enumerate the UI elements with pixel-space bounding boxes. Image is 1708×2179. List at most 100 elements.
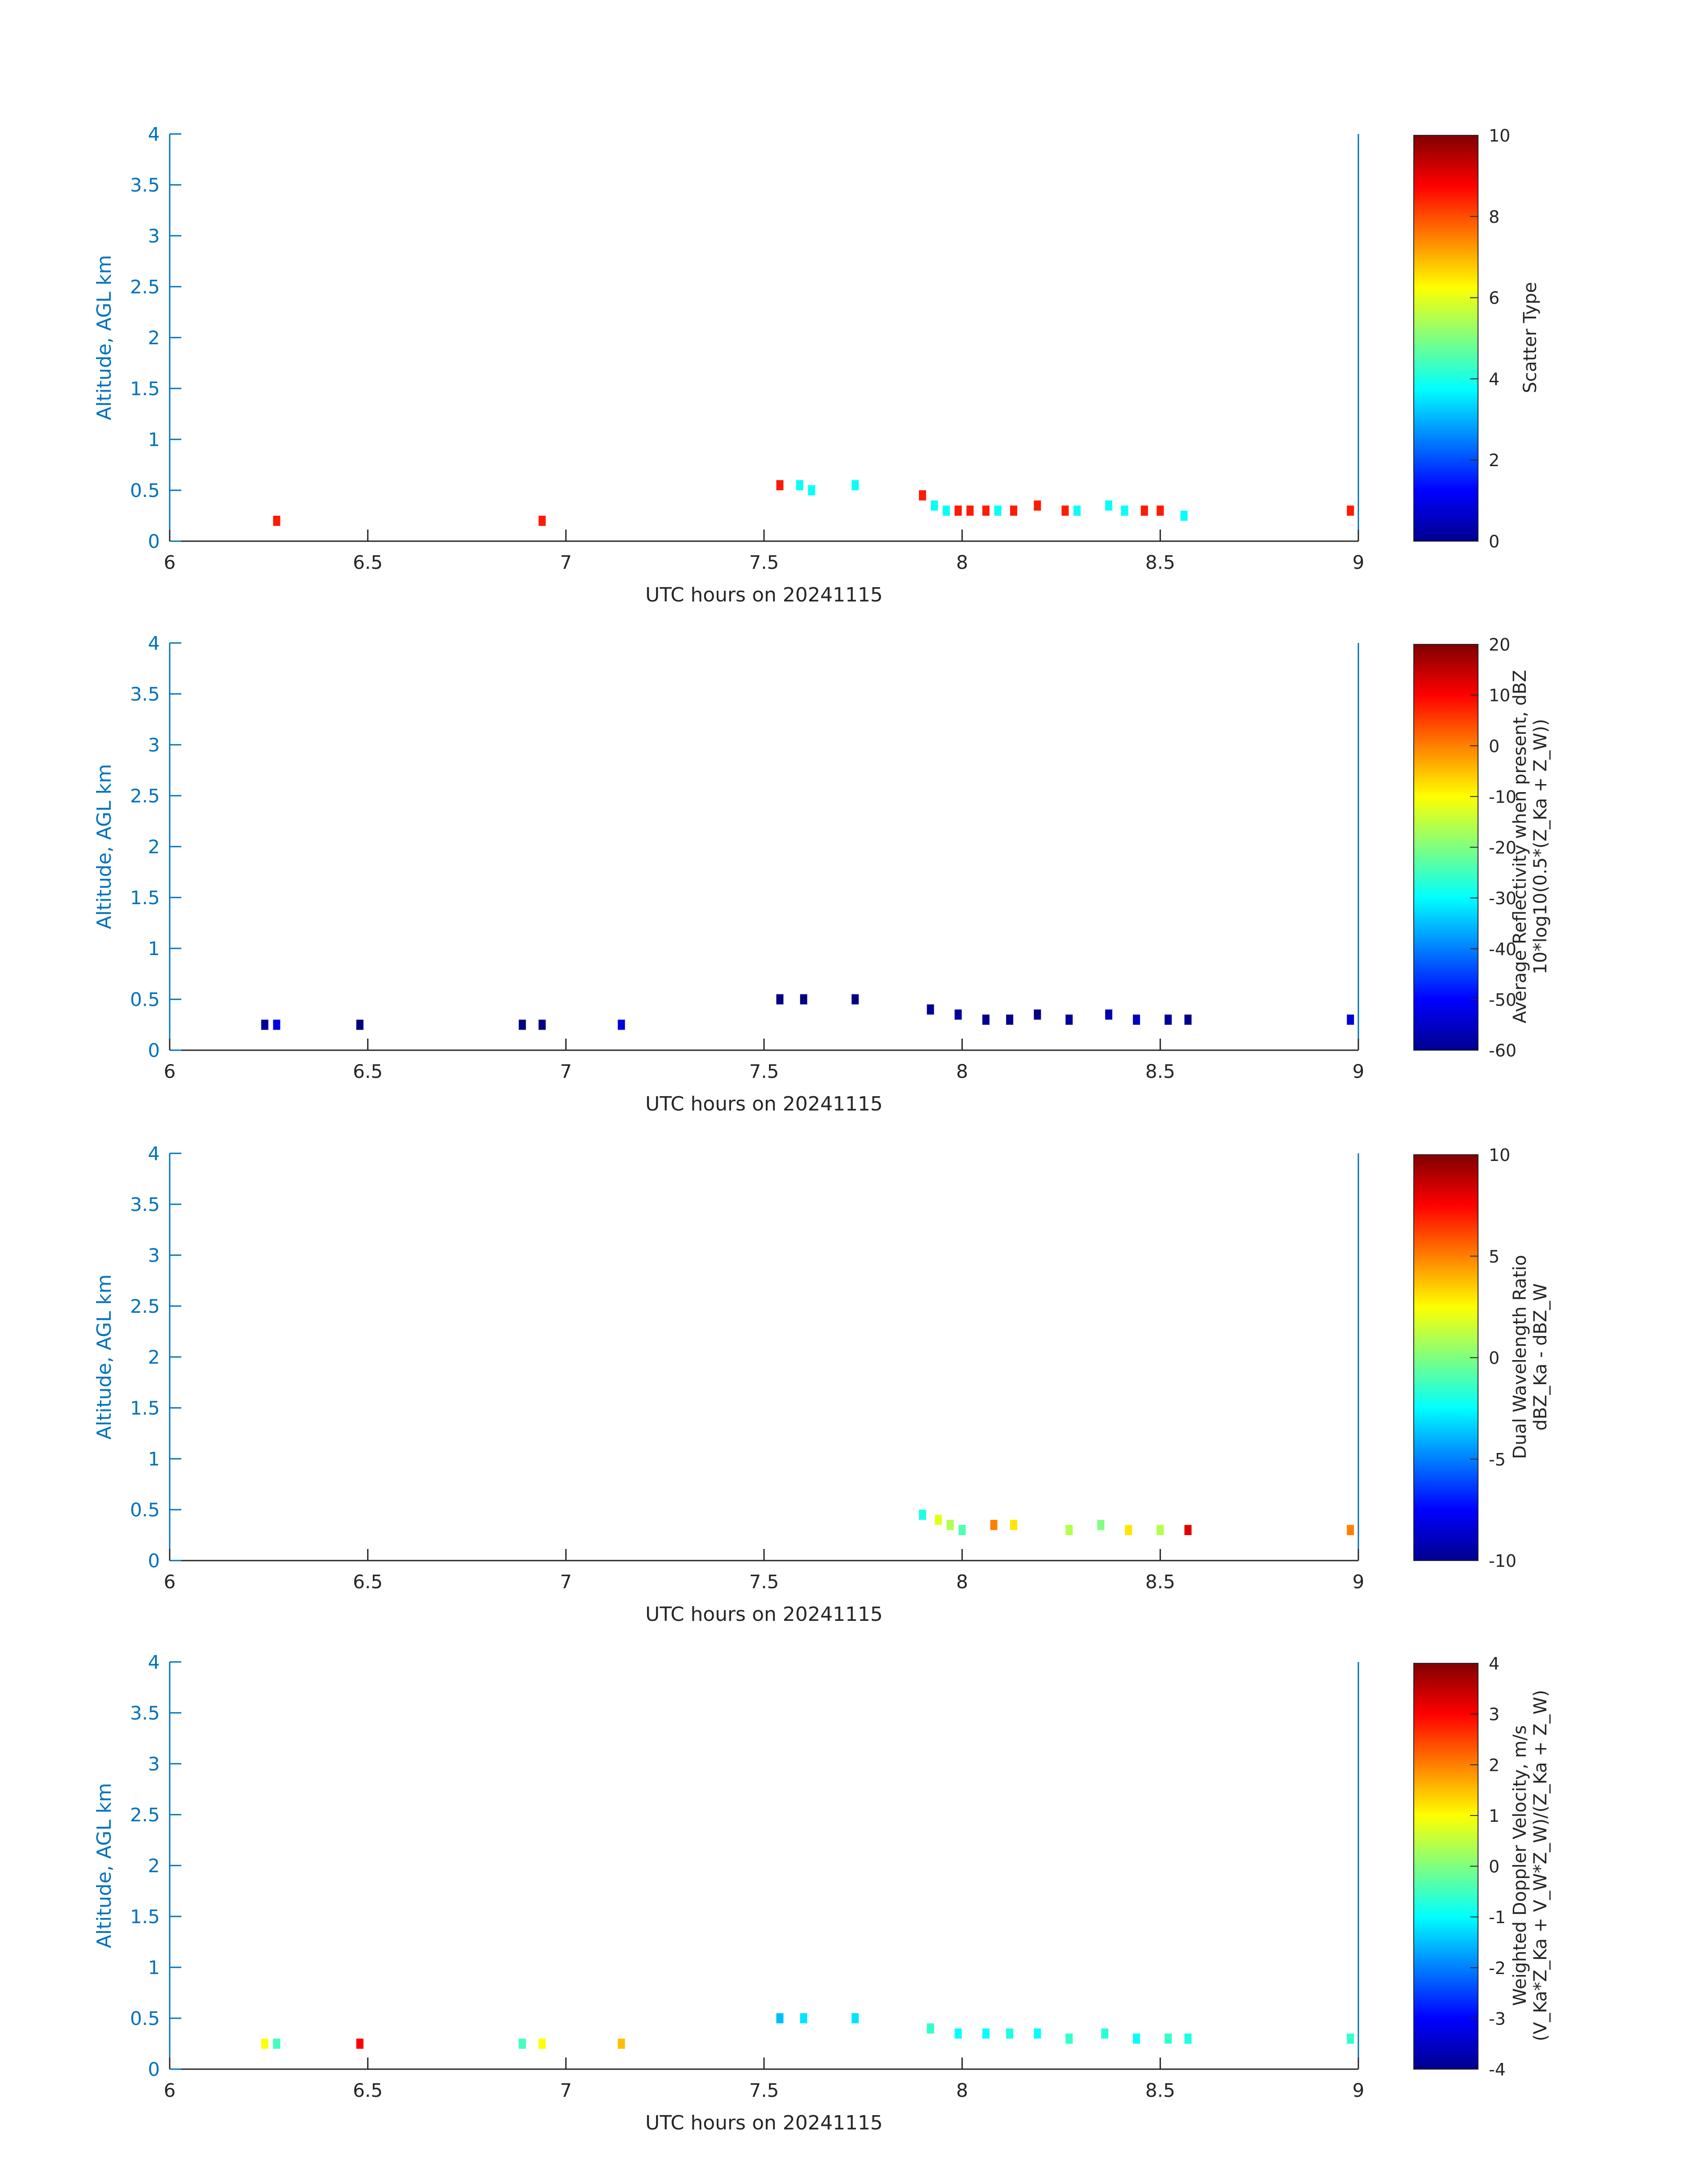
heatmap-cell xyxy=(1184,1525,1192,1535)
x-tick-label: 6 xyxy=(164,1060,176,1082)
y-tick-label: 3.5 xyxy=(130,174,160,196)
y-tick-label: 4 xyxy=(148,123,160,145)
colorbar-tick-label: -1 xyxy=(1489,1908,1506,1927)
heatmap-cell xyxy=(1034,500,1041,511)
panel-4: 0 0.5 1 1.5 2 2.5 3 3.5 4 6 6.5 7 7.5 8 8.5 9 UTC hours … xyxy=(93,1651,1551,2134)
x-tick-label: 6 xyxy=(164,2079,176,2101)
colorbar-tick-label: 3 xyxy=(1489,1705,1499,1724)
heatmap-cell xyxy=(808,485,815,496)
x-tick-label: 7.5 xyxy=(749,1060,779,1082)
colorbar-tick-label: -30 xyxy=(1489,889,1516,908)
x-tick-label: 7.5 xyxy=(749,551,779,573)
x-tick-label: 7.5 xyxy=(749,2079,779,2101)
y-tick-label: 4 xyxy=(148,1651,160,1673)
x-tick-label: 9 xyxy=(1353,1571,1365,1593)
colorbar-tick-label: -50 xyxy=(1489,990,1516,1010)
colorbar-tick-label: 4 xyxy=(1489,369,1499,389)
heatmap-cell xyxy=(943,505,950,516)
x-tick-label: 7 xyxy=(560,2079,572,2101)
heatmap-cell xyxy=(776,994,784,1005)
colorbar-tick-label: 2 xyxy=(1489,451,1499,470)
colorbar-tick-label: 10 xyxy=(1489,686,1510,705)
heatmap-cell xyxy=(261,1019,268,1030)
y-axis-label: Altitude, AGL km xyxy=(93,1783,116,1948)
heatmap-cell xyxy=(539,2038,546,2049)
x-tick-label: 7.5 xyxy=(749,1571,779,1593)
colorbar-label: 10*log10(0.5*(Z_Ka + Z_W)) xyxy=(1530,719,1551,974)
y-tick-label: 3.5 xyxy=(130,1702,160,1724)
heatmap-cell xyxy=(1006,1014,1014,1025)
heatmap-cell xyxy=(1133,2033,1140,2044)
colorbar-tick-label: 0 xyxy=(1489,1857,1499,1877)
y-tick-label: 2 xyxy=(148,1855,160,1877)
heatmap-cell xyxy=(1105,1009,1112,1020)
colorbar-label: Dual Wavelength Ratio xyxy=(1510,1255,1530,1459)
heatmap-cell xyxy=(852,994,859,1005)
heatmap-cell xyxy=(1165,2033,1172,2044)
heatmap-cell xyxy=(1347,1014,1354,1025)
y-tick-label: 4 xyxy=(148,632,160,654)
heatmap-cell xyxy=(852,480,859,490)
colorbar-label: dBZ_Ka - dBZ_W xyxy=(1530,1283,1551,1431)
heatmap-cell xyxy=(982,505,990,516)
y-axis-label: Altitude, AGL km xyxy=(93,1274,116,1440)
colorbar: -10 -5 0 5 10 Dual Wavelength Ratio dBZ_Ka - d… xyxy=(1413,1145,1551,1571)
y-tick-label: 1 xyxy=(148,1448,160,1470)
x-tick-label: 8.5 xyxy=(1145,551,1175,573)
heatmap-cell xyxy=(1105,500,1112,511)
x-tick-label: 7 xyxy=(560,1060,572,1082)
x-axis-label: UTC hours on 20241115 xyxy=(645,584,883,606)
y-tick-label: 3 xyxy=(148,225,160,247)
heatmap-cell xyxy=(954,505,962,516)
heatmap-cell xyxy=(800,2013,807,2024)
heatmap-cell xyxy=(273,2038,280,2049)
y-tick-label: 3 xyxy=(148,1753,160,1775)
colorbar-tick-label: -5 xyxy=(1489,1450,1506,1469)
y-tick-label: 3 xyxy=(148,1244,160,1266)
heatmap-cell xyxy=(518,1019,526,1030)
heatmap-cell xyxy=(1034,1009,1041,1020)
heatmap-cell xyxy=(776,2013,784,2024)
colorbar-tick-label: 1 xyxy=(1489,1806,1499,1826)
x-tick-label: 8 xyxy=(956,1060,968,1082)
heatmap-cell xyxy=(618,1019,625,1030)
heatmap-cell xyxy=(1184,1014,1192,1025)
colorbar-tick-label: -2 xyxy=(1489,1958,1506,1978)
x-tick-label: 6 xyxy=(164,1571,176,1593)
x-tick-label: 7 xyxy=(560,1571,572,1593)
panel-3: 0 0.5 1 1.5 2 2.5 3 3.5 4 6 6.5 7 7.5 8 8.5 9 UTC hours … xyxy=(93,1143,1551,1626)
heatmap-cell xyxy=(852,2013,859,2024)
heatmap-cell xyxy=(1097,1519,1105,1530)
y-tick-label: 2 xyxy=(148,836,160,858)
x-tick-label: 8.5 xyxy=(1145,1571,1175,1593)
heatmap-cell xyxy=(994,505,1002,516)
y-axis-label: Altitude, AGL km xyxy=(93,255,116,420)
colorbar-label: Average Reflectivity when present, dBZ xyxy=(1510,670,1530,1023)
y-tick-label: 0.5 xyxy=(130,480,160,501)
y-tick-label: 1 xyxy=(148,429,160,451)
heatmap-cell xyxy=(1157,505,1164,516)
colorbar-tick-label: 0 xyxy=(1489,736,1499,756)
colorbar-label: Weighted Doppler Velocity, m/s xyxy=(1510,1725,1530,2006)
colorbar-tick-label: 0 xyxy=(1489,532,1499,551)
heatmap-cell xyxy=(919,490,926,501)
y-tick-label: 2.5 xyxy=(130,276,160,298)
y-tick-label: 4 xyxy=(148,1143,160,1165)
y-tick-label: 2 xyxy=(148,327,160,349)
y-tick-label: 2 xyxy=(148,1346,160,1368)
heatmap-cell xyxy=(1125,1525,1132,1535)
heatmap-cell xyxy=(273,516,280,526)
colorbar-scale xyxy=(1413,1663,1478,2070)
y-tick-label: 1.5 xyxy=(130,1906,160,1928)
heatmap-cell xyxy=(1157,1525,1164,1535)
heatmap-cell xyxy=(1010,505,1018,516)
heatmap-cell xyxy=(800,994,807,1005)
heatmap-cell xyxy=(1061,505,1069,516)
colorbar-tick-label: 6 xyxy=(1489,288,1499,308)
y-tick-label: 0 xyxy=(148,1550,160,1572)
heatmap-cell xyxy=(1140,505,1148,516)
heatmap-cell xyxy=(935,1515,942,1525)
y-tick-label: 1 xyxy=(148,1957,160,1979)
x-tick-label: 8.5 xyxy=(1145,1060,1175,1082)
